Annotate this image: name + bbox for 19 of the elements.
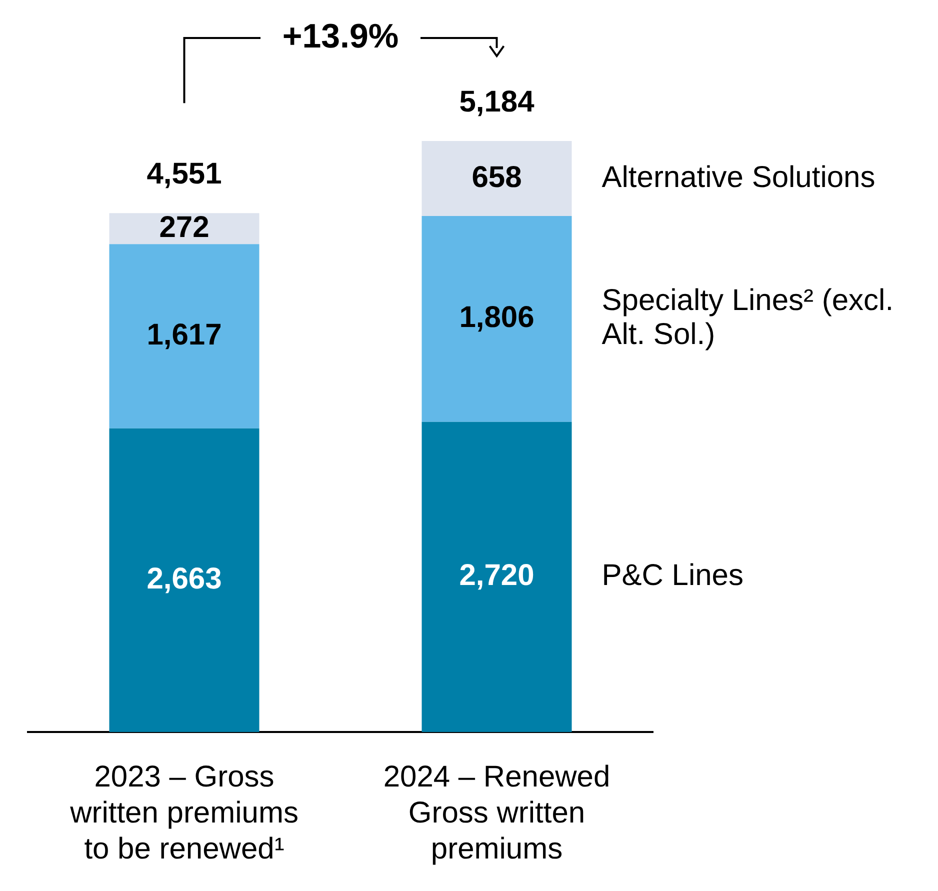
data-label: 2,663 <box>146 562 222 596</box>
bar <box>109 244 260 428</box>
data-label: 2,720 <box>459 559 534 592</box>
data-label: 1,617 <box>146 318 222 352</box>
series-label: Alternative Solutions <box>602 160 876 194</box>
x-tick-label: 2023 – Gross written premiums to be renewed¹ <box>69 760 298 866</box>
text: +13.9% <box>282 17 399 56</box>
data-label: 272 <box>159 210 210 244</box>
bar <box>422 216 572 422</box>
total-label: 5,184 <box>459 85 535 118</box>
bar <box>109 428 260 732</box>
bar <box>422 141 572 216</box>
x-tick-label: 2024 – Renewed Gross written premiums <box>383 760 610 866</box>
data-label: 1,806 <box>459 301 534 334</box>
series-label: P&C Lines <box>602 559 744 592</box>
bar <box>422 422 572 732</box>
total-label: 4,551 <box>146 157 222 190</box>
data-label: 658 <box>472 160 522 194</box>
series-label: Specialty Lines² (excl. Alt. Sol.) <box>602 284 894 352</box>
